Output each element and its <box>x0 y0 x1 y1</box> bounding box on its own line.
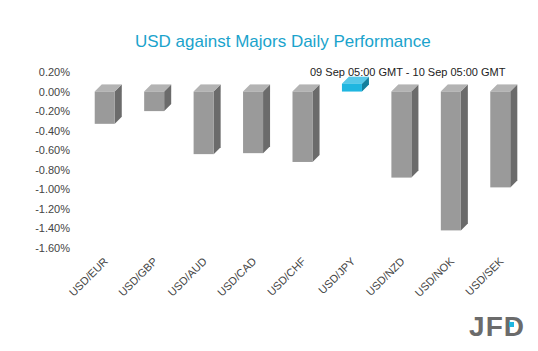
chart-container: USD against Majors Daily Performance 09 S… <box>0 0 538 351</box>
subtitle: 09 Sep 05:00 GMT - 10 Sep 05:00 GMT <box>310 66 506 78</box>
x-tick-label: USD/JPY <box>316 254 358 296</box>
bar <box>243 92 263 154</box>
bar-side-shade <box>214 85 221 155</box>
bar-top <box>293 85 320 92</box>
logo: JFD <box>469 311 525 342</box>
y-tick <box>72 169 76 170</box>
x-tick-label: USD/CAD <box>215 255 259 299</box>
y-tick-label: -1.00% <box>35 183 70 195</box>
bar-top <box>194 85 221 92</box>
x-tick-label: USD/CHF <box>265 255 308 298</box>
bar <box>490 92 510 188</box>
y-tick-label: 0.20% <box>39 66 70 78</box>
chart: USD against Majors Daily Performance 09 S… <box>0 0 538 351</box>
y-tick-label: -0.80% <box>35 164 70 176</box>
y-tick-label: -1.20% <box>35 203 70 215</box>
bar-top-shade <box>194 85 221 92</box>
bar-top <box>490 85 517 92</box>
y-tick-label: -1.60% <box>35 242 70 254</box>
bar-top-shade <box>391 85 418 92</box>
y-tick-label: -0.60% <box>35 144 70 156</box>
bar-side <box>461 85 468 231</box>
bar <box>391 92 411 178</box>
y-tick-label: -0.40% <box>35 125 70 137</box>
bar-top-shade <box>293 85 320 92</box>
x-tick-label: USD/GBP <box>116 255 159 298</box>
bar <box>441 92 461 231</box>
y-tick <box>72 91 76 92</box>
y-tick <box>72 248 76 249</box>
y-tick <box>72 111 76 112</box>
y-tick <box>72 208 76 209</box>
x-tick-label: USD/AUD <box>166 255 210 299</box>
y-tick-label: -1.40% <box>35 222 70 234</box>
bar-top-shade <box>144 85 171 92</box>
bar-side-shade <box>510 85 517 188</box>
bar <box>95 92 115 124</box>
bar-top <box>95 85 122 92</box>
x-tick-label: USD/NOK <box>412 254 456 298</box>
y-tick <box>72 72 76 73</box>
bar-side <box>411 85 418 178</box>
bar-side-shade <box>263 85 270 154</box>
bar-side <box>214 85 221 155</box>
y-tick <box>72 130 76 131</box>
bar-side-shade <box>313 85 320 162</box>
bar <box>194 92 214 155</box>
bar-top <box>243 85 270 92</box>
bar <box>144 92 164 112</box>
logo-accent <box>509 322 514 327</box>
bar-top <box>391 85 418 92</box>
bar <box>342 84 362 92</box>
bar-top-shade <box>95 85 122 92</box>
y-tick <box>72 189 76 190</box>
bar-top <box>441 85 468 92</box>
title: USD against Majors Daily Performance <box>135 32 431 51</box>
bars <box>95 77 518 231</box>
bar-side <box>263 85 270 154</box>
bar-top-shade <box>441 85 468 92</box>
bar-side-shade <box>411 85 418 178</box>
bar-side-shade <box>461 85 468 231</box>
bar-side <box>313 85 320 162</box>
y-tick-label: -0.20% <box>35 105 70 117</box>
y-tick-label: 0.00% <box>39 86 70 98</box>
bar-top-shade <box>490 85 517 92</box>
x-tick-label: USD/SEK <box>463 254 506 297</box>
bar-top <box>144 85 171 92</box>
x-tick-label: USD/EUR <box>67 255 111 299</box>
bar-top-shade <box>243 85 270 92</box>
x-tick-label: USD/NZD <box>364 255 407 298</box>
bar-top-shade <box>342 77 369 84</box>
bar <box>293 92 313 162</box>
bar-top <box>342 77 369 84</box>
y-tick <box>72 228 76 229</box>
bar-side <box>510 85 517 188</box>
y-tick <box>72 150 76 151</box>
